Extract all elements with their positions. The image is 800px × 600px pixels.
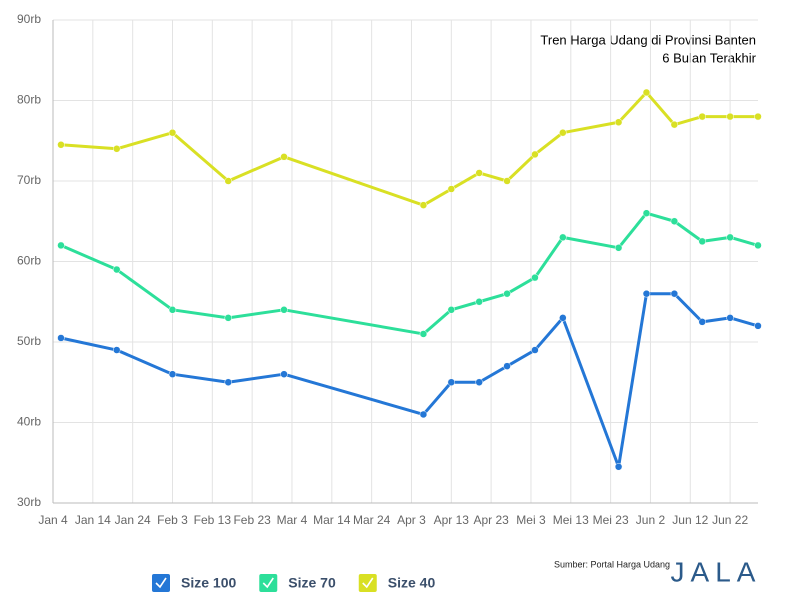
- y-tick-label: 90rb: [17, 12, 41, 26]
- legend-label: Size 40: [388, 575, 436, 591]
- data-point: [168, 128, 177, 137]
- x-tick-label: Feb 13: [194, 513, 232, 527]
- data-point: [726, 233, 734, 242]
- x-tick-label: Apr 23: [473, 513, 509, 527]
- data-point: [224, 314, 233, 322]
- data-point: [726, 112, 734, 121]
- x-tick-label: Apr 3: [397, 513, 426, 527]
- data-point: [57, 334, 65, 342]
- data-point: [280, 370, 288, 378]
- x-tick-label: Mei 13: [553, 513, 589, 527]
- source-note: Sumber: Portal Harga Udang: [554, 559, 670, 569]
- legend-item[interactable]: Size 40: [358, 574, 436, 592]
- legend-checkbox: [152, 574, 170, 592]
- data-point: [642, 289, 651, 298]
- legend-label: Size 100: [181, 575, 236, 591]
- grid: [52, 19, 758, 504]
- x-tick-label: Jun 2: [636, 513, 666, 527]
- x-tick-label: Mar 24: [353, 513, 391, 527]
- data-point: [754, 241, 762, 250]
- data-point: [419, 201, 428, 209]
- data-point: [531, 150, 539, 159]
- data-point: [670, 217, 679, 225]
- data-point: [754, 322, 762, 330]
- data-point: [559, 233, 567, 242]
- y-tick-label: 40rb: [17, 415, 41, 429]
- data-point: [57, 241, 65, 250]
- data-point: [670, 289, 679, 298]
- data-point: [57, 141, 65, 149]
- data-point: [280, 306, 288, 314]
- data-point: [168, 306, 177, 314]
- y-tick-label: 80rb: [17, 93, 41, 107]
- y-tick-label: 70rb: [17, 173, 41, 187]
- x-tick-label: Mar 14: [313, 513, 351, 527]
- data-point: [503, 177, 511, 185]
- data-point: [168, 370, 177, 378]
- legend-label: Size 70: [288, 575, 336, 591]
- data-point: [642, 88, 651, 97]
- data-point: [559, 128, 567, 137]
- legend-checkbox: [358, 574, 377, 592]
- data-point: [531, 273, 539, 282]
- legend-check: [155, 577, 167, 589]
- x-tick-label: Jan 24: [115, 513, 151, 527]
- x-tick-label: Jun 12: [672, 513, 708, 527]
- data-point: [698, 318, 706, 326]
- data-point: [447, 378, 456, 386]
- data-point: [112, 346, 121, 354]
- series-line: [60, 90, 758, 207]
- data-point: [419, 410, 428, 419]
- y-tick-label: 60rb: [17, 254, 41, 268]
- data-point: [503, 289, 511, 298]
- legend-check: [362, 577, 374, 589]
- data-point: [726, 314, 734, 322]
- y-tick-label: 30rb: [17, 495, 41, 509]
- series-line: [60, 211, 759, 336]
- data-point: [614, 244, 623, 252]
- chart-subtitle: 6 Bulan Terakhir: [662, 50, 756, 65]
- data-point: [475, 378, 483, 386]
- data-point: [698, 112, 706, 121]
- legend-check: [262, 577, 274, 589]
- data-point: [559, 314, 567, 322]
- x-tick-label: Jan 14: [75, 513, 111, 527]
- data-point: [475, 169, 483, 177]
- data-point: [447, 185, 456, 193]
- x-tick-label: Jun 22: [712, 513, 748, 527]
- x-tick-label: Feb 3: [157, 513, 188, 527]
- x-tick-label: Jan 4: [38, 513, 68, 527]
- data-point: [475, 298, 483, 306]
- data-point: [614, 463, 623, 471]
- data-point: [419, 330, 428, 338]
- logo: JALA: [671, 556, 762, 587]
- data-point: [112, 145, 121, 153]
- data-point: [224, 177, 233, 185]
- legend-item[interactable]: Size 100: [152, 574, 236, 592]
- x-tick-label: Feb 23: [233, 513, 271, 527]
- data-point: [531, 346, 539, 354]
- chart-title: Tren Harga Udang di Provinsi Banten: [540, 32, 756, 47]
- legend-checkbox: [259, 574, 278, 592]
- x-tick-label: Mei 23: [593, 513, 629, 527]
- y-tick-label: 50rb: [17, 334, 41, 348]
- title-box: [518, 28, 760, 72]
- data-point: [670, 120, 679, 129]
- x-tick-label: Mei 3: [516, 513, 546, 527]
- data-point: [224, 378, 233, 386]
- data-point: [642, 209, 651, 217]
- data-point: [112, 265, 121, 274]
- data-point: [698, 237, 706, 246]
- legend-item[interactable]: Size 70: [259, 574, 336, 592]
- data-point: [614, 118, 623, 126]
- data-point: [503, 362, 511, 370]
- series-line: [60, 292, 759, 469]
- data-point: [754, 112, 762, 121]
- data-point: [447, 306, 456, 314]
- data-point: [280, 153, 288, 161]
- x-tick-label: Apr 13: [434, 513, 470, 527]
- x-tick-label: Mar 4: [277, 513, 308, 527]
